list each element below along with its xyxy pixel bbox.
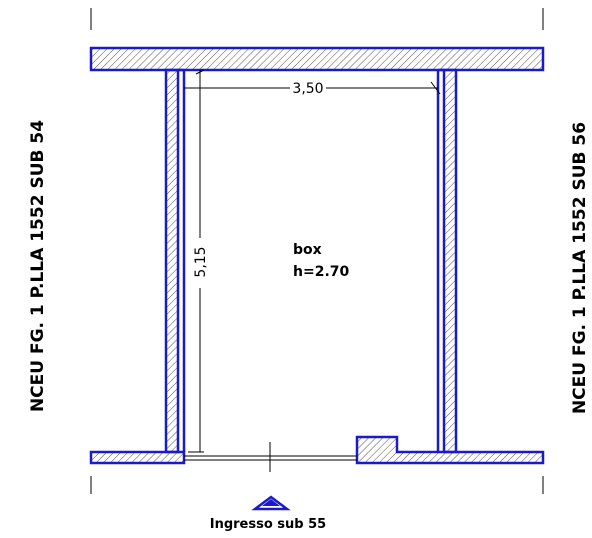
- left-wall: [164, 68, 186, 454]
- right-neighbor-label: NCEU FG. 1 P.LLA 1552 SUB 56: [570, 122, 590, 414]
- reference-marks: [90, 8, 544, 494]
- depth-dimension: 5,15: [188, 69, 209, 453]
- left-neighbor-label: NCEU FG. 1 P.LLA 1552 SUB 54: [28, 120, 48, 412]
- top-wall: [89, 46, 545, 72]
- depth-dimension-label: 5,15: [193, 246, 209, 277]
- room-height: h=2.70: [293, 264, 349, 280]
- entrance-opening: [184, 442, 357, 472]
- entrance-arrow-icon: [251, 495, 291, 511]
- bottom-wall-left: [89, 450, 186, 465]
- entrance-label: Ingresso sub 55: [210, 517, 326, 532]
- width-dimension-label: 3,50: [292, 81, 323, 97]
- width-dimension: 3,50: [184, 81, 441, 97]
- bottom-wall-right: [355, 435, 545, 465]
- room-name: box: [293, 242, 322, 258]
- right-wall: [436, 68, 458, 454]
